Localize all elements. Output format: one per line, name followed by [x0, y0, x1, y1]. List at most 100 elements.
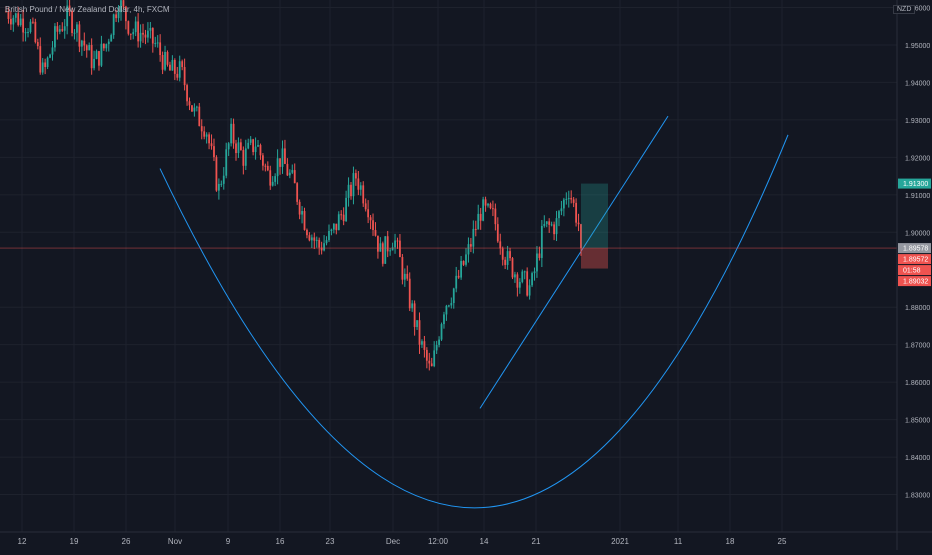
candle	[328, 224, 330, 243]
candle-body	[73, 32, 76, 34]
candle	[318, 237, 321, 255]
x-tick-label: 18	[726, 537, 735, 546]
candle-body	[161, 55, 164, 70]
candle-body	[379, 243, 382, 252]
candle	[538, 246, 541, 261]
candle	[61, 22, 64, 32]
candle-body	[164, 51, 166, 70]
candle-body	[171, 59, 174, 71]
candle-body	[124, 6, 127, 22]
symbol-title[interactable]: British Pound / New Zealand Dollar, 4h, …	[5, 5, 170, 14]
candle-body	[173, 59, 176, 74]
candle-body	[347, 184, 350, 198]
candle	[222, 167, 225, 190]
candle	[577, 213, 580, 232]
candle-body	[489, 203, 492, 209]
candle-body	[354, 173, 357, 179]
candle-body	[271, 181, 274, 186]
candle	[545, 221, 548, 228]
candle	[457, 269, 460, 279]
candle-body	[115, 14, 118, 19]
candle-body	[12, 17, 15, 25]
candle	[144, 29, 147, 45]
candle-body	[61, 29, 64, 31]
candle	[22, 9, 25, 42]
candle	[7, 7, 10, 24]
candle	[171, 55, 174, 71]
candle	[239, 138, 242, 151]
candle	[249, 136, 252, 146]
candle	[49, 53, 51, 59]
candle	[580, 223, 582, 256]
candle	[112, 13, 115, 39]
candle	[501, 246, 504, 266]
candle-body	[186, 85, 188, 102]
candle-body	[85, 45, 88, 51]
candle	[217, 178, 220, 200]
candle	[124, 5, 127, 30]
candle-body	[117, 12, 120, 19]
candle-body	[149, 27, 152, 31]
candle-body	[330, 229, 333, 232]
candle	[262, 153, 264, 171]
candle	[247, 138, 250, 150]
candle	[14, 12, 17, 23]
candle-body	[511, 258, 514, 278]
candle	[418, 312, 421, 354]
candle-body	[200, 126, 203, 132]
candle-body	[367, 209, 370, 218]
candle-body	[46, 57, 49, 67]
candle-body	[169, 64, 171, 71]
candle	[303, 207, 306, 231]
candle	[276, 149, 279, 185]
x-tick-label: 23	[326, 537, 335, 546]
candle	[342, 207, 345, 226]
candle	[477, 204, 480, 230]
trend-line[interactable]	[479, 115, 669, 409]
candle-body	[506, 251, 509, 265]
candle-body	[88, 45, 91, 51]
candle	[288, 169, 291, 179]
candle	[308, 232, 311, 242]
candle-body	[166, 51, 169, 65]
candle	[181, 59, 184, 71]
candle	[56, 22, 59, 40]
candle	[496, 217, 499, 243]
candle-body	[195, 106, 198, 108]
candle-body	[9, 18, 12, 25]
candle-body	[523, 271, 526, 273]
candle	[93, 50, 95, 71]
parabola-curve[interactable]	[159, 134, 789, 509]
candle	[232, 118, 235, 149]
candle	[73, 29, 76, 40]
y-tick-label: 1.83000	[905, 493, 930, 500]
candle-body	[98, 51, 100, 66]
candle-body	[428, 360, 431, 364]
candle-body	[298, 201, 301, 215]
candle	[438, 336, 440, 348]
candle-body	[17, 13, 20, 26]
candle	[479, 207, 482, 230]
candle-body	[310, 237, 313, 241]
candle	[54, 23, 56, 52]
candle	[450, 297, 453, 309]
candle	[408, 272, 411, 312]
candle-body	[252, 139, 255, 153]
candle-body	[213, 146, 215, 158]
candle	[335, 223, 338, 235]
candle	[198, 103, 201, 127]
candle-body	[335, 223, 338, 231]
drawings[interactable]	[159, 115, 789, 509]
candle	[325, 236, 328, 246]
long-position-tool[interactable]	[581, 183, 608, 269]
candle	[526, 267, 529, 297]
candle	[149, 22, 152, 39]
candle-body	[242, 149, 245, 166]
x-tick-label: 2021	[611, 537, 629, 546]
candle-body	[276, 158, 279, 177]
candle	[178, 55, 181, 82]
candle-body	[447, 305, 450, 307]
time-axis[interactable]: 12 19 26 Nov 9 16 23 Dec 12:00 14 21 2021 11 18 25	[0, 531, 932, 546]
